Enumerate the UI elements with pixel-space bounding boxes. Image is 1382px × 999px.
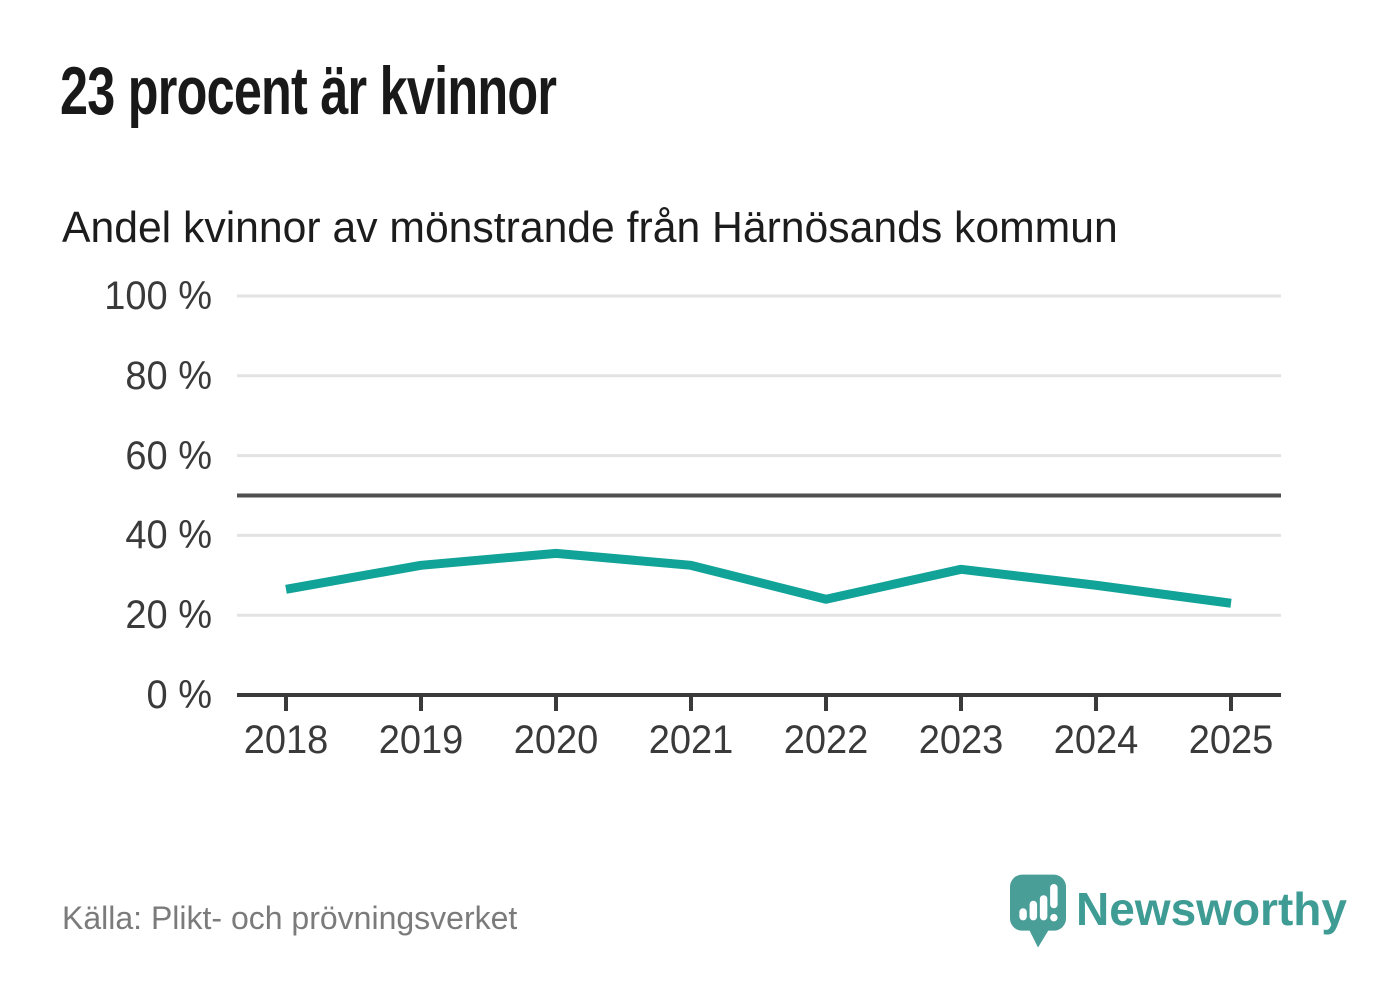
y-axis-tick-label: 20 % [125, 593, 212, 638]
brand-lockup: Newsworthy [1010, 874, 1347, 954]
x-axis-tick-label: 2018 [243, 718, 329, 762]
x-axis-tick-label: 2023 [918, 718, 1004, 762]
x-axis-tick-label: 2025 [1188, 718, 1274, 762]
x-axis-tick-label: 2024 [1053, 718, 1139, 762]
newsworthy-logo-icon [1010, 874, 1066, 948]
y-axis-tick-label: 100 % [104, 274, 212, 318]
page-title: 23 procent är kvinnor [60, 53, 557, 129]
x-axis-tick-label: 2022 [783, 718, 869, 762]
x-axis-tick-label: 2019 [378, 718, 464, 762]
y-axis-tick-label: 60 % [125, 433, 212, 478]
source-caption: Källa: Plikt- och prövningsverket [62, 900, 518, 936]
y-axis-tick-label: 0 % [146, 673, 212, 717]
data-line-andel-kvinnor [285, 548, 1232, 608]
chart-subtitle: Andel kvinnor av mönstrande från Härnösa… [62, 203, 1118, 252]
x-axis-tick-label: 2020 [513, 718, 599, 762]
x-axis-tick-label: 2021 [648, 718, 734, 762]
y-axis-tick-label: 40 % [125, 513, 212, 558]
y-axis-tick-label: 80 % [125, 353, 212, 398]
brand-wordmark: Newsworthy [1076, 883, 1347, 935]
